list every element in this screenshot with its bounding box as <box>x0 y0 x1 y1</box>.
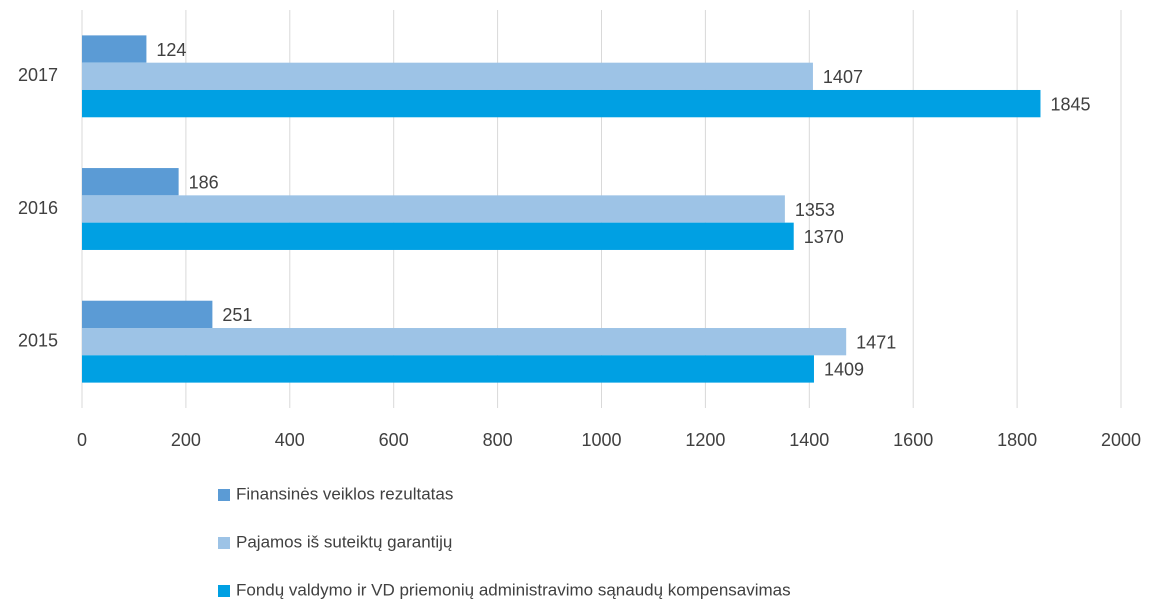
y-tick-label: 2015 <box>18 330 58 350</box>
bar <box>82 35 147 63</box>
legend-swatch <box>218 585 230 597</box>
x-tick-label: 0 <box>77 430 87 450</box>
bar <box>82 62 813 90</box>
data-label: 186 <box>189 172 219 192</box>
data-label: 1407 <box>823 67 863 87</box>
legend-label: Finansinės veiklos rezultatas <box>236 484 453 503</box>
legend-label: Pajamos iš suteiktų garantijų <box>236 532 452 551</box>
data-label: 1409 <box>824 360 864 380</box>
x-tick-label: 1200 <box>685 430 725 450</box>
data-label: 1471 <box>856 332 896 352</box>
bar <box>82 328 847 356</box>
bar <box>82 355 814 383</box>
data-label: 124 <box>156 40 186 60</box>
legend-swatch <box>218 537 230 549</box>
x-tick-label: 400 <box>275 430 305 450</box>
data-label: 1353 <box>795 200 835 220</box>
data-label: 251 <box>222 305 252 325</box>
x-tick-label: 200 <box>171 430 201 450</box>
x-tick-label: 2000 <box>1101 430 1141 450</box>
x-tick-label: 1400 <box>789 430 829 450</box>
x-tick-label: 800 <box>483 430 513 450</box>
y-tick-label: 2016 <box>18 198 58 218</box>
bar <box>82 168 179 196</box>
y-tick-label: 2017 <box>18 65 58 85</box>
x-tick-label: 600 <box>379 430 409 450</box>
x-tick-label: 1800 <box>997 430 1037 450</box>
data-label: 1370 <box>804 227 844 247</box>
legend-swatch <box>218 489 230 501</box>
data-label: 1845 <box>1050 94 1090 114</box>
bar <box>82 300 213 329</box>
bar <box>82 222 794 250</box>
x-tick-label: 1000 <box>581 430 621 450</box>
legend-label: Fondų valdymo ir VD priemonių administra… <box>236 580 791 599</box>
bar <box>82 195 785 223</box>
bar <box>82 89 1041 118</box>
x-tick-label: 1600 <box>893 430 933 450</box>
